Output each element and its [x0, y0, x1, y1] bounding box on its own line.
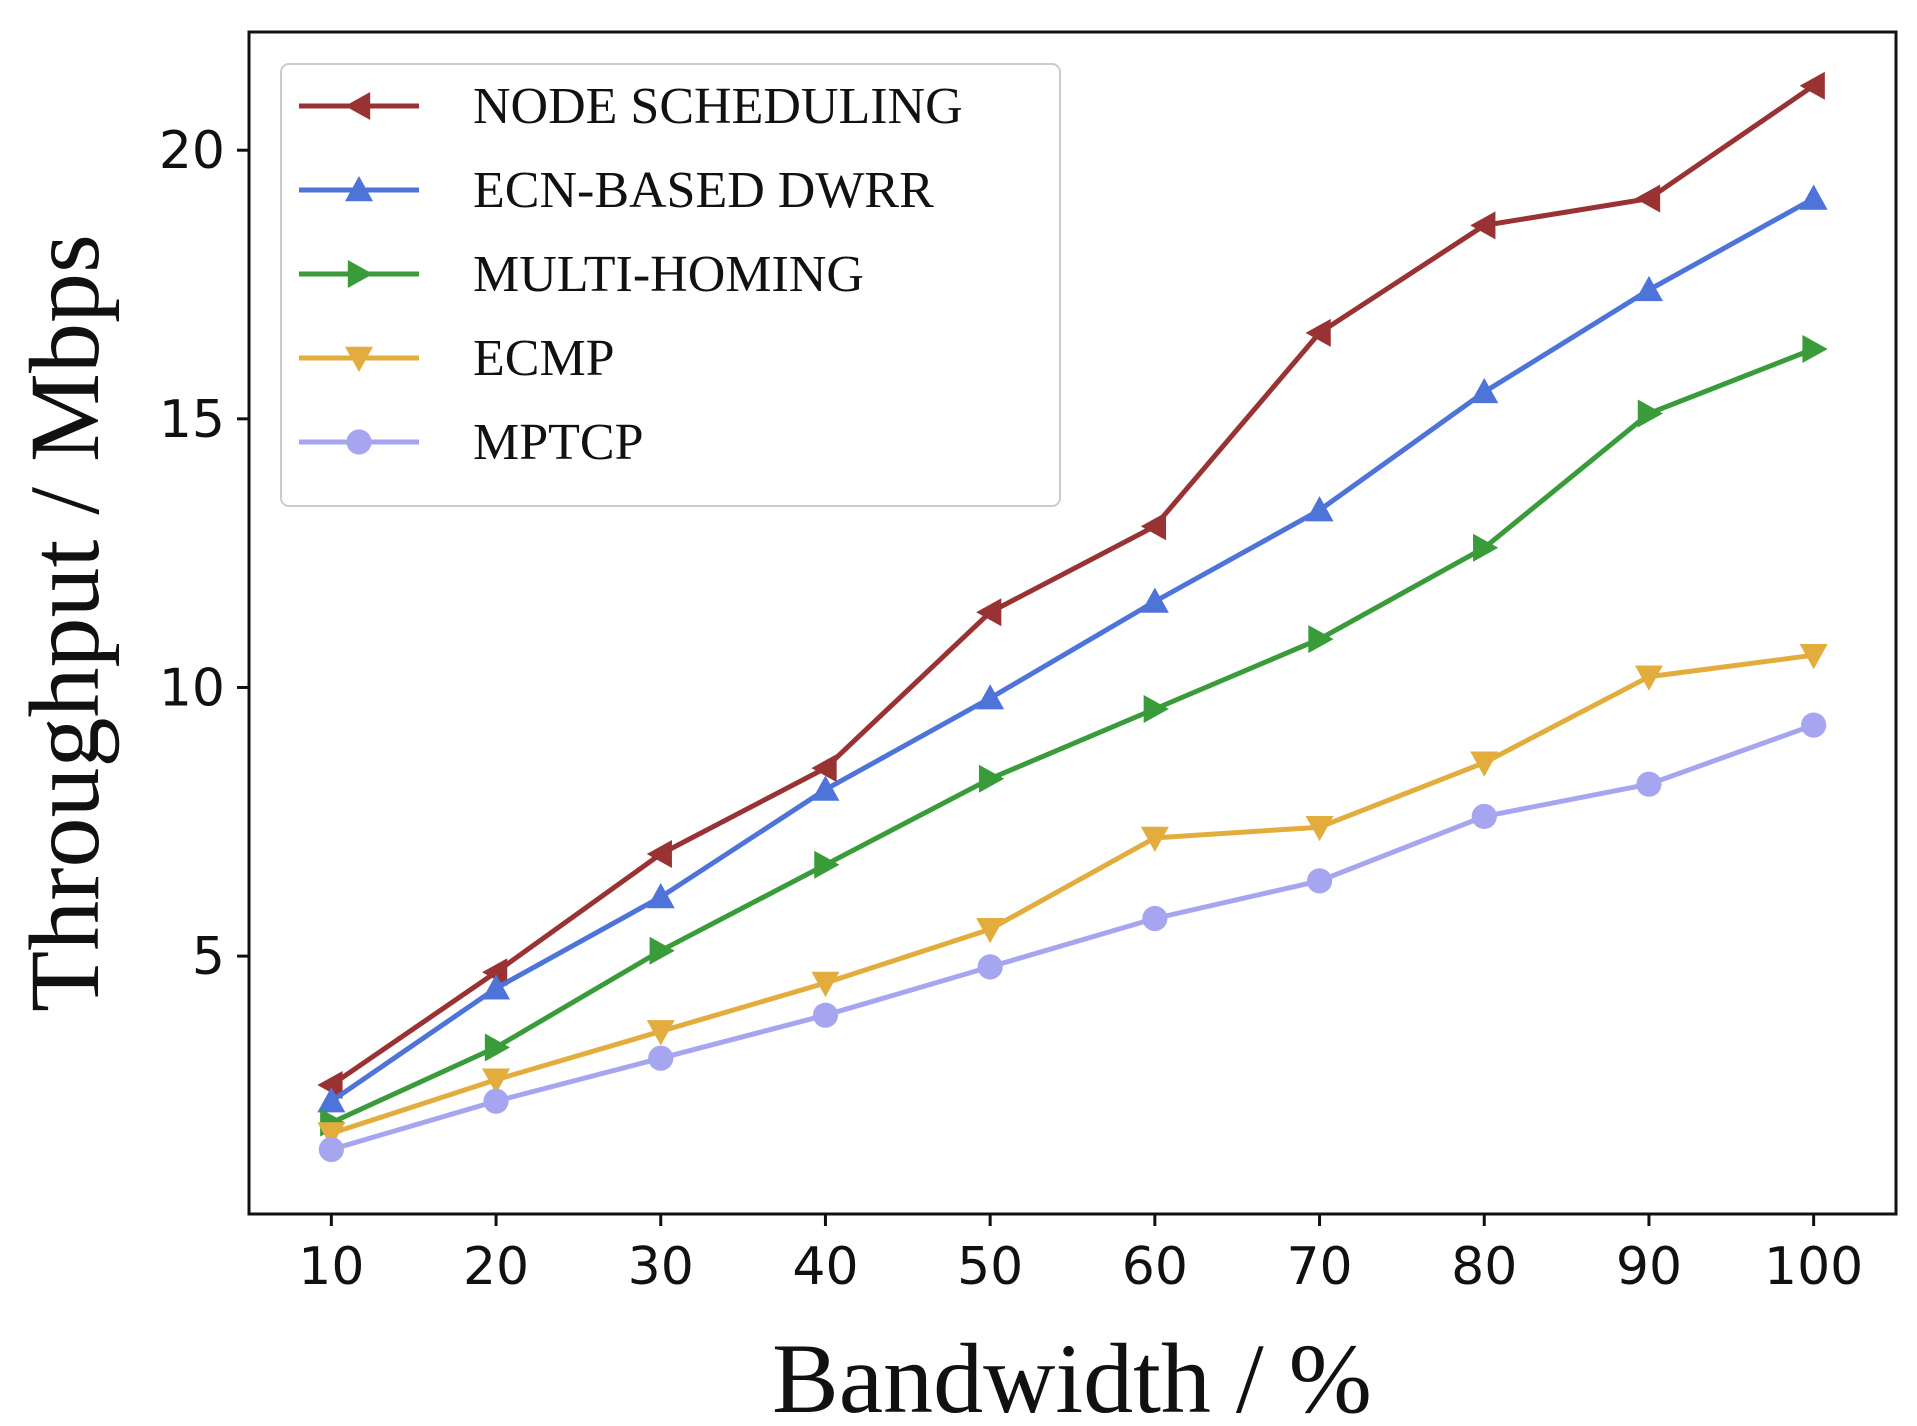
- data-point: [1634, 275, 1663, 302]
- data-point: [1799, 644, 1828, 670]
- series-1: [317, 71, 1825, 1100]
- y-tick-label: 10: [159, 658, 225, 718]
- y-tick-label: 20: [159, 121, 225, 181]
- data-point: [1306, 868, 1333, 894]
- data-point: [646, 840, 672, 869]
- x-axis: 10 20 30 40 50 60 70 80 90 100: [298, 1214, 1863, 1297]
- legend-marker: [345, 92, 371, 120]
- x-tick-label: 80: [1451, 1237, 1517, 1297]
- legend-label: MPTCP: [473, 414, 644, 471]
- data-point: [484, 1033, 511, 1062]
- data-point: [977, 954, 1003, 980]
- legend-label: ECMP: [473, 330, 615, 387]
- legend-label: ECN-BASED DWRR: [473, 162, 934, 219]
- y-tick-label: 15: [159, 390, 225, 450]
- data-point: [483, 1088, 509, 1114]
- x-tick-label: 60: [1122, 1237, 1188, 1297]
- data-point: [811, 971, 840, 997]
- legend-label: MULTI-HOMING: [473, 246, 864, 303]
- data-point: [1471, 803, 1497, 830]
- series-line: [330, 346, 1815, 1125]
- data-point: [482, 958, 508, 987]
- series-2: [317, 184, 1828, 1113]
- legend: NODE SCHEDULING ECN-BASED DWRR MULTI-HOMIN…: [280, 63, 1061, 507]
- data-point: [1140, 587, 1169, 613]
- y-axis: 5 10 15 20: [159, 121, 249, 987]
- data-point: [317, 1071, 343, 1100]
- data-point: [1305, 496, 1334, 522]
- data-point: [1634, 665, 1663, 691]
- legend-item: MPTCP: [299, 414, 644, 471]
- data-point: [1305, 815, 1334, 842]
- data-point: [1142, 905, 1168, 932]
- legend-marker: [345, 346, 373, 372]
- data-point: [482, 974, 511, 1000]
- data-point: [318, 1136, 344, 1163]
- data-point: [1801, 712, 1827, 738]
- data-point: [1470, 751, 1499, 777]
- data-point: [646, 1020, 675, 1046]
- y-tick-label: 5: [192, 927, 225, 987]
- series-line: [329, 196, 1815, 1104]
- data-point: [1305, 318, 1331, 347]
- data-point: [1634, 184, 1661, 213]
- data-point: [1308, 625, 1334, 654]
- plot-frame: [247, 30, 1898, 1216]
- series-5: [318, 712, 1827, 1163]
- x-axis-title: Bandwidth / %: [772, 1323, 1372, 1426]
- x-tick-label: 30: [628, 1237, 694, 1297]
- legend-item: MULTI-HOMING: [299, 246, 864, 303]
- data-point: [649, 936, 675, 965]
- data-point: [976, 684, 1005, 710]
- y-axis-title: Throughput / Mbps: [9, 234, 120, 1012]
- data-point: [1637, 399, 1663, 428]
- data-point: [1470, 377, 1499, 404]
- data-point: [1140, 826, 1169, 852]
- legend-item: ECN-BASED DWRR: [299, 162, 934, 219]
- legend-frame: [280, 63, 1061, 507]
- data-point: [1802, 334, 1828, 363]
- data-point: [1799, 184, 1828, 210]
- x-tick-label: 10: [298, 1237, 364, 1297]
- series-4: [317, 644, 1828, 1148]
- series-layer: [317, 71, 1828, 1163]
- data-point: [814, 850, 840, 879]
- x-tick-label: 50: [957, 1237, 1023, 1297]
- data-point: [812, 1002, 839, 1028]
- data-point: [648, 1045, 674, 1071]
- x-tick-label: 90: [1616, 1237, 1682, 1297]
- data-point: [1143, 694, 1169, 723]
- legend-marker: [346, 429, 372, 455]
- legend-item: ECMP: [299, 330, 615, 387]
- x-tick-label: 70: [1286, 1237, 1352, 1297]
- x-tick-label: 100: [1764, 1237, 1863, 1297]
- series-line: [329, 83, 1816, 1088]
- data-point: [811, 775, 840, 801]
- series-line: [330, 652, 1814, 1136]
- legend-marker: [345, 176, 373, 202]
- data-point: [811, 754, 837, 783]
- x-tick-label: 40: [792, 1237, 858, 1297]
- data-point: [317, 1087, 346, 1113]
- legend-item: NODE SCHEDULING: [299, 78, 963, 135]
- data-point: [1470, 211, 1496, 240]
- data-point: [1140, 512, 1167, 541]
- data-point: [978, 764, 1005, 793]
- data-point: [1799, 71, 1825, 100]
- legend-marker: [347, 260, 373, 288]
- data-point: [317, 1122, 346, 1148]
- legend-label: NODE SCHEDULING: [473, 78, 963, 135]
- data-point: [1636, 771, 1662, 797]
- x-tick-label: 20: [463, 1237, 529, 1297]
- data-point: [976, 598, 1002, 627]
- series-line: [330, 722, 1815, 1152]
- data-point: [482, 1068, 511, 1094]
- data-point: [1473, 533, 1499, 562]
- data-point: [976, 918, 1005, 944]
- data-point: [646, 883, 675, 909]
